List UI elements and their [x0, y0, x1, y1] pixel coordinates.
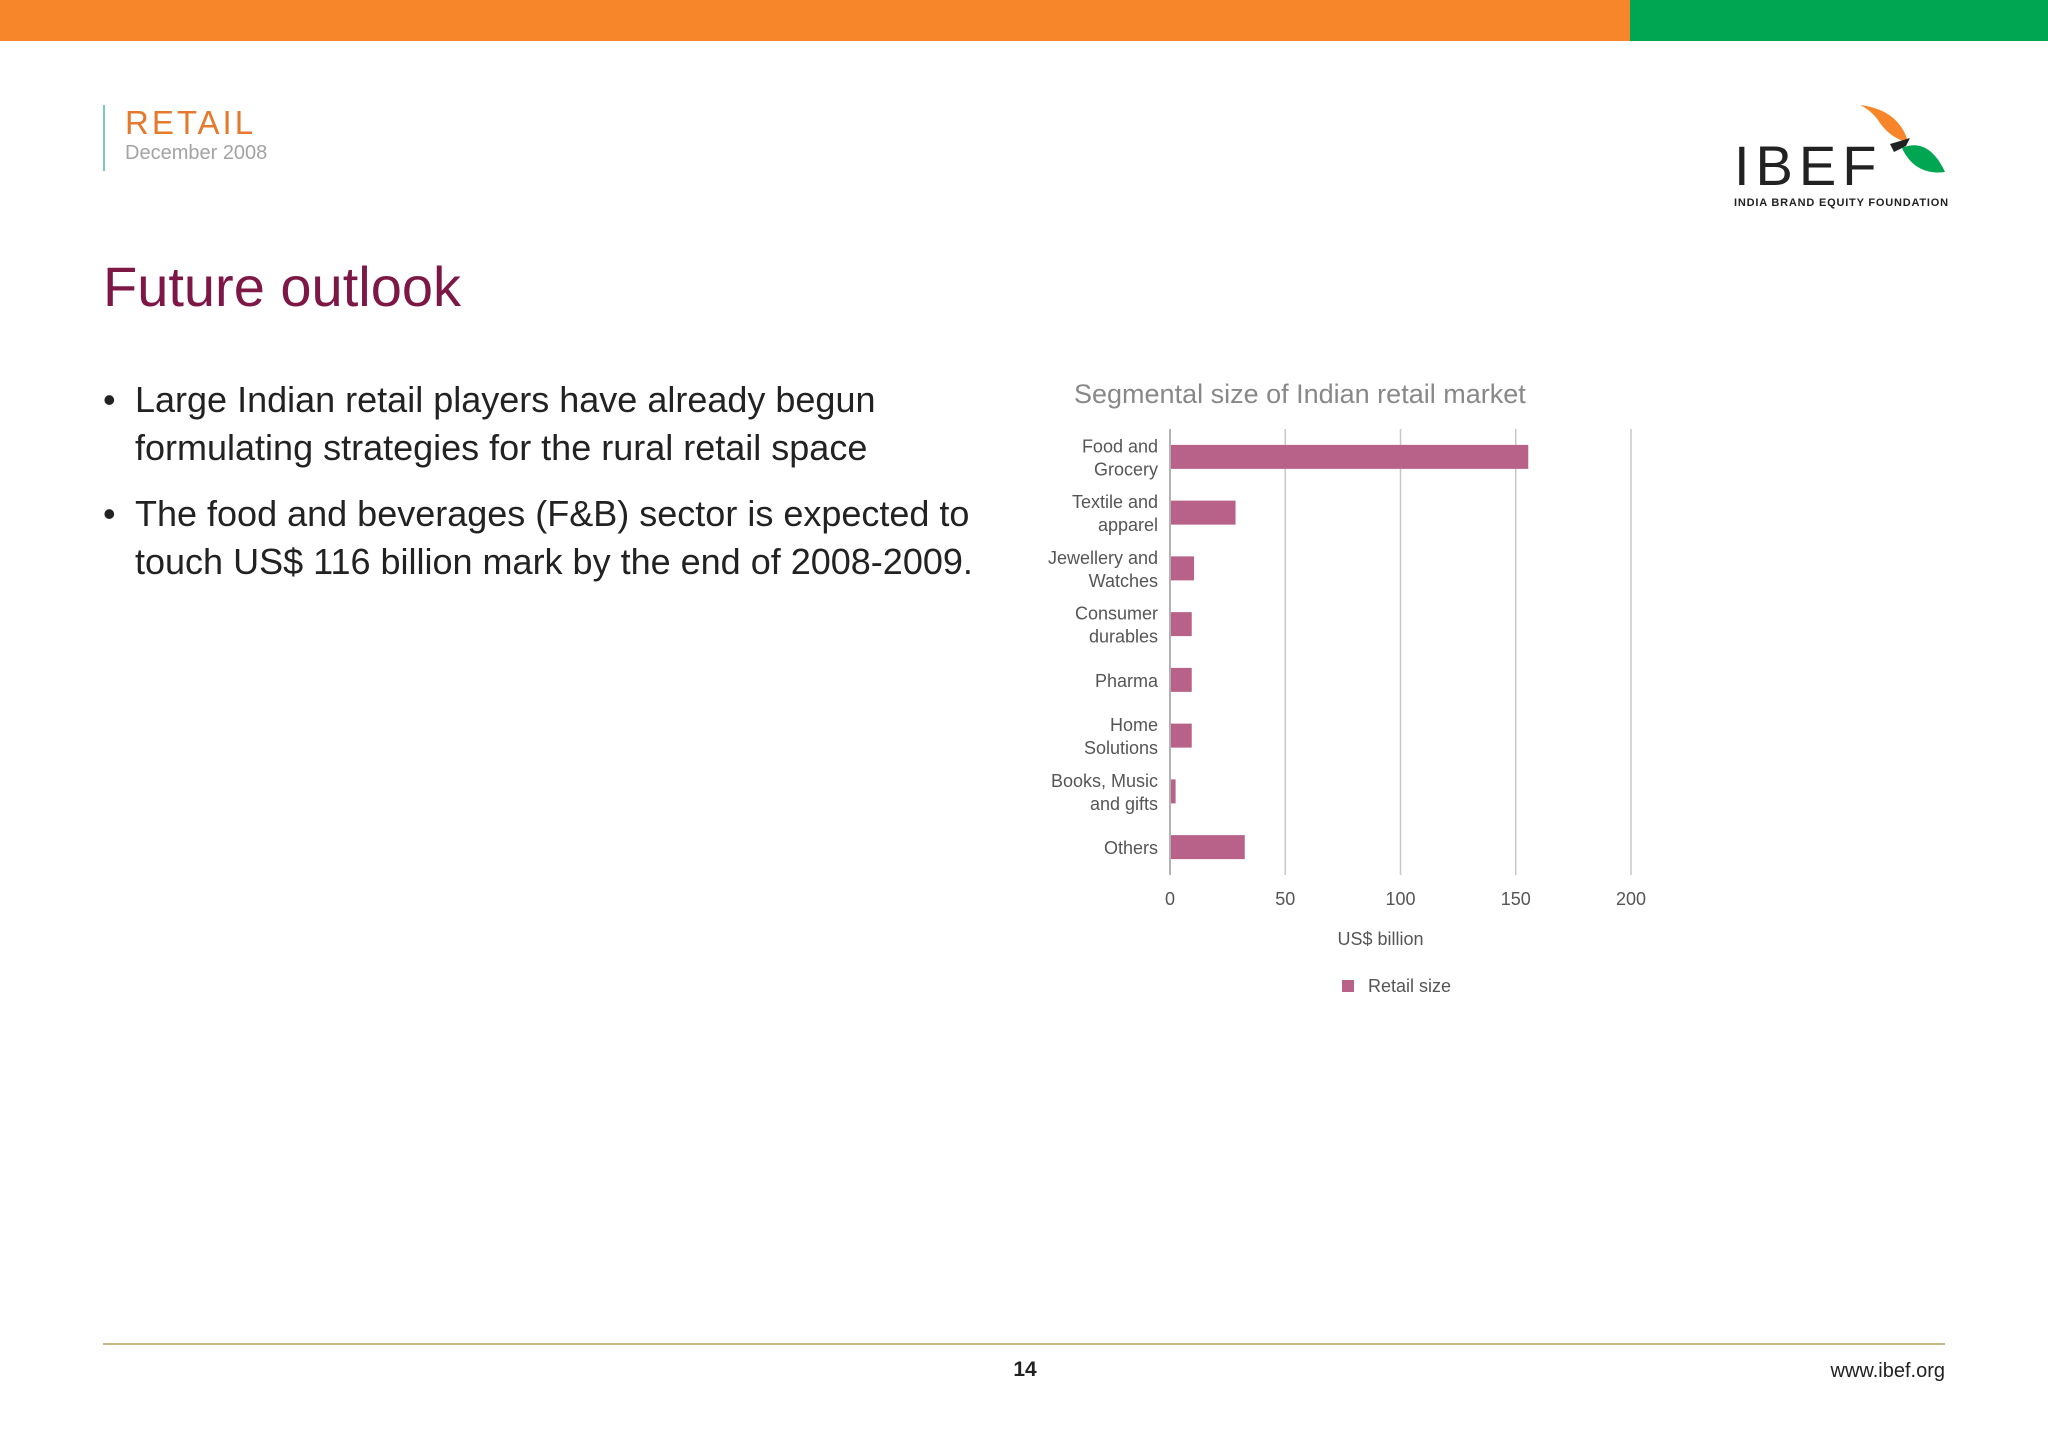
bar — [1171, 667, 1192, 692]
bar — [1171, 500, 1236, 525]
bar — [1171, 556, 1195, 581]
x-axis-label: US$ billion — [1337, 929, 1423, 949]
category-label: Jewellery and — [1048, 548, 1158, 568]
bar — [1171, 779, 1176, 804]
bird-wing-orange — [1860, 105, 1908, 142]
category-label: Grocery — [1094, 459, 1158, 479]
category-label: Books, Music — [1051, 771, 1158, 791]
x-tick-label: 50 — [1275, 889, 1295, 909]
bullet-list: • Large Indian retail players have alread… — [103, 376, 1003, 604]
category-label: Consumer — [1075, 604, 1158, 624]
footer-divider — [103, 1343, 1945, 1345]
bar — [1171, 612, 1192, 637]
logo-text: IBEF — [1734, 134, 1883, 197]
bar — [1171, 835, 1245, 860]
section-title: RETAIL — [125, 104, 257, 141]
ibef-logo: IBEF INDIA BRAND EQUITY FOUNDATION — [1730, 100, 1950, 210]
legend-label: Retail size — [1368, 976, 1451, 996]
page-number: 14 — [1013, 1358, 1037, 1381]
category-label: Home — [1110, 715, 1158, 735]
section-header: RETAIL December 2008 — [103, 105, 267, 171]
bar — [1171, 444, 1529, 469]
top-band-green — [1630, 0, 2048, 41]
bird-body — [1890, 138, 1910, 152]
category-label: Watches — [1089, 571, 1158, 591]
bullet-dot-icon: • — [103, 379, 116, 420]
bar — [1171, 723, 1192, 748]
retail-segment-chart: Segmental size of Indian retail market F… — [1020, 375, 1720, 1025]
bullet-item: • The food and beverages (F&B) sector is … — [103, 490, 1003, 586]
top-band-orange — [0, 0, 1630, 41]
chart-title: Segmental size of Indian retail market — [1074, 379, 1526, 409]
page-title: Future outlook — [103, 255, 461, 318]
bullet-text: Large Indian retail players have already… — [135, 379, 876, 468]
top-color-band — [0, 0, 2048, 41]
category-label: Textile and — [1072, 492, 1158, 512]
bullet-text: The food and beverages (F&B) sector is e… — [135, 493, 973, 582]
category-label: apparel — [1098, 515, 1158, 535]
x-tick-label: 100 — [1385, 889, 1415, 909]
category-label: Food and — [1082, 436, 1158, 456]
category-label: durables — [1089, 627, 1158, 647]
legend-swatch — [1342, 980, 1354, 992]
footer-url[interactable]: www.ibef.org — [1830, 1360, 1946, 1382]
bullet-dot-icon: • — [103, 493, 116, 534]
category-label: and gifts — [1090, 794, 1158, 814]
chart-plot: Food and Grocery Textile and apparel Jewelle… — [1048, 429, 1646, 996]
bullet-item: • Large Indian retail players have alread… — [103, 376, 1003, 472]
x-tick-label: 0 — [1165, 889, 1175, 909]
section-date: December 2008 — [125, 142, 268, 164]
category-label: Others — [1104, 838, 1158, 858]
x-tick-label: 150 — [1501, 889, 1531, 909]
logo-tagline: INDIA BRAND EQUITY FOUNDATION — [1734, 197, 1949, 209]
x-tick-label: 200 — [1616, 889, 1646, 909]
bird-wing-green — [1902, 145, 1945, 173]
bird-logo-icon — [1860, 105, 1945, 173]
category-label: Pharma — [1095, 671, 1159, 691]
category-label: Solutions — [1084, 738, 1158, 758]
